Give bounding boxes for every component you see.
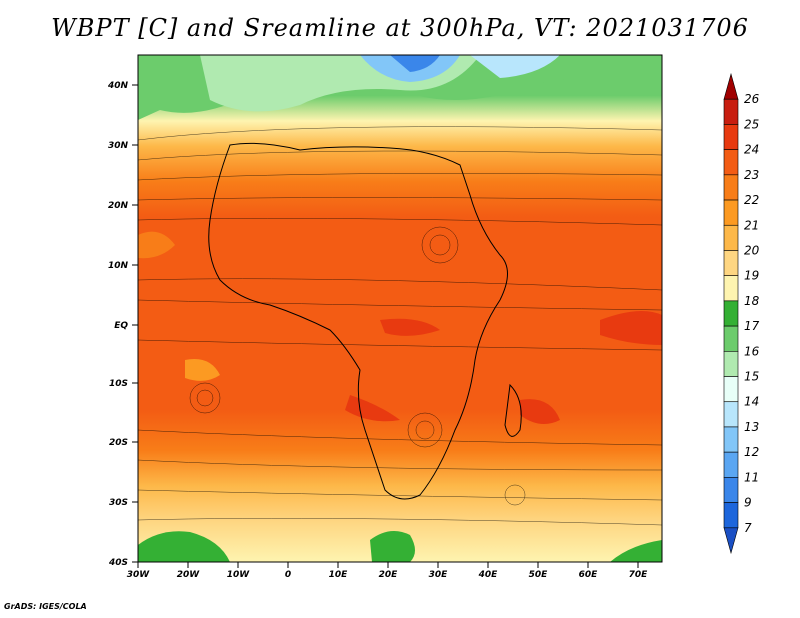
lat-tick-10n: 10N xyxy=(108,261,138,271)
colorbar-label: 14 xyxy=(744,395,759,409)
colorbar-segment xyxy=(723,275,739,302)
colorbar-label: 16 xyxy=(744,344,760,358)
lat-tick-40n: 40N xyxy=(107,81,138,91)
lat-tick-eq: EQ xyxy=(114,321,138,331)
colorbar-label: 9 xyxy=(744,496,752,510)
lon-label-40e: 40E xyxy=(478,570,499,580)
lon-tick-60e: 60E xyxy=(579,562,599,580)
colorbar-segment xyxy=(723,527,739,555)
colorbar-label: 19 xyxy=(744,269,759,283)
colorbar-segment xyxy=(723,502,739,529)
lat-label-10s: 10S xyxy=(109,379,128,389)
lat-label-30n: 30N xyxy=(108,141,129,151)
colorbar-label: 7 xyxy=(744,521,752,535)
lat-label-20s: 20S xyxy=(109,438,128,448)
lon-label-20e: 20E xyxy=(379,570,399,580)
colorbar-segment xyxy=(723,174,739,201)
colorbar-segment xyxy=(723,224,739,251)
lat-tick-30n: 30N xyxy=(108,141,138,151)
colorbar-segment xyxy=(723,149,739,176)
colorbar-label: 23 xyxy=(744,168,759,182)
lon-tick-70e: 70E xyxy=(629,562,649,580)
lon-tick-10w: 10W xyxy=(227,562,251,580)
coastlines xyxy=(208,142,522,500)
colorbar-segment xyxy=(723,351,739,377)
colorbar-label: 13 xyxy=(744,420,759,434)
colorbar-segment xyxy=(723,376,739,403)
colorbar-segment xyxy=(723,426,739,453)
colorbar-label: 24 xyxy=(744,143,759,157)
lon-tick-30e: 30E xyxy=(429,562,449,580)
colorbar-segment xyxy=(723,401,739,428)
colorbar-label: 11 xyxy=(744,470,759,484)
lat-label-10n: 10N xyxy=(108,261,129,271)
lon-label-0: 0 xyxy=(285,570,291,580)
lon-label-30w: 30W xyxy=(127,570,151,580)
lon-label-60e: 60E xyxy=(579,570,599,580)
colorbar-label: 26 xyxy=(744,92,760,106)
lat-label-40n: 40N xyxy=(107,81,129,91)
lat-tick-20n: 20N xyxy=(108,201,138,211)
colorbar: 26 25 24 23 22 21 20 19 18 17 16 15 14 13 12 11 9 7 xyxy=(723,72,760,555)
lon-label-70e: 70E xyxy=(629,570,649,580)
lat-label-20n: 20N xyxy=(108,201,129,211)
map-title: WBPT [C] and Sreamline at 300hPa, VT: 20… xyxy=(51,14,749,42)
lon-tick-10e: 10E xyxy=(329,562,349,580)
lon-tick-50e: 50E xyxy=(529,562,549,580)
lat-tick-40s: 40S xyxy=(108,558,138,568)
lon-tick-20e: 20E xyxy=(379,562,399,580)
colorbar-segment xyxy=(723,98,739,125)
lat-label-40s: 40S xyxy=(108,558,128,568)
colorbar-segment xyxy=(723,300,739,327)
lon-tick-0: 0 xyxy=(285,562,291,580)
lon-label-50e: 50E xyxy=(529,570,549,580)
lat-tick-30s: 30S xyxy=(109,498,138,508)
lon-tick-40e: 40E xyxy=(478,562,499,580)
colorbar-segment xyxy=(723,199,739,226)
latitude-axis: 40N 30N 20N 10N EQ 10S 20S 30S 40S xyxy=(107,81,138,568)
lon-label-20w: 20W xyxy=(177,570,201,580)
longitude-axis: 30W 20W 10W 0 10E 20E 30E 40E 50E 60E 70… xyxy=(127,562,648,580)
footer-credit: GrADS: IGES/COLA xyxy=(4,602,87,611)
lat-tick-10s: 10S xyxy=(109,379,138,389)
lat-label-eq: EQ xyxy=(114,321,128,331)
colorbar-label: 20 xyxy=(744,243,760,257)
lon-tick-30w: 30W xyxy=(127,562,151,580)
streamlines xyxy=(138,126,662,526)
colorbar-segment xyxy=(723,72,739,100)
colorbar-label: 15 xyxy=(744,370,759,384)
colorbar-label: 12 xyxy=(744,445,759,459)
colorbar-label: 21 xyxy=(744,218,759,232)
lon-label-10e: 10E xyxy=(329,570,349,580)
wbpt-field xyxy=(138,55,662,562)
plot-frame xyxy=(137,54,663,563)
lat-label-30s: 30S xyxy=(109,498,128,508)
lon-label-30e: 30E xyxy=(429,570,449,580)
colorbar-segment xyxy=(723,325,739,352)
colorbar-label: 25 xyxy=(744,117,759,131)
lon-tick-20w: 20W xyxy=(177,562,201,580)
colorbar-label: 18 xyxy=(744,294,760,308)
colorbar-label: 22 xyxy=(744,193,759,207)
lat-tick-20s: 20S xyxy=(109,438,138,448)
colorbar-segment xyxy=(723,477,739,503)
lon-label-10w: 10W xyxy=(227,570,251,580)
colorbar-segment xyxy=(723,124,739,150)
colorbar-segment xyxy=(723,451,739,478)
colorbar-label: 17 xyxy=(744,319,760,333)
colorbar-segment xyxy=(723,250,739,276)
